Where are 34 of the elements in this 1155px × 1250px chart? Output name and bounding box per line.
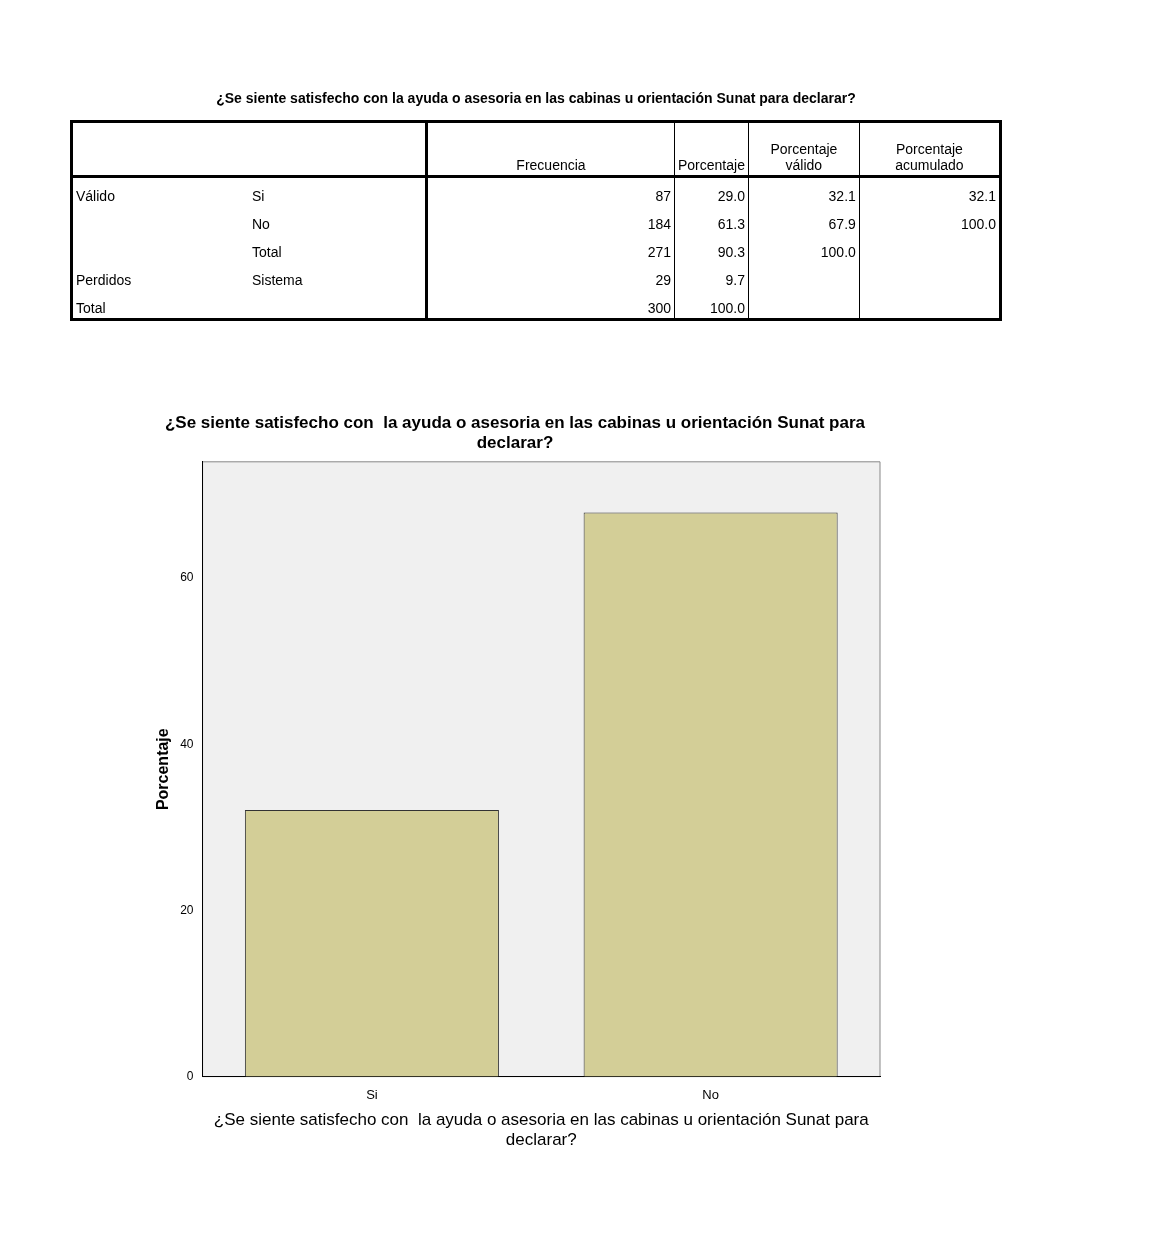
text: Frecuencia [426, 121, 675, 177]
text: Sistema [251, 271, 304, 290]
text: No [251, 215, 271, 234]
text: 100.0 [674, 290, 749, 320]
text: Perdidos [75, 271, 133, 290]
text: 100.0 [859, 206, 1001, 234]
text: 32.1 [859, 176, 1001, 206]
text: 90.3 [674, 234, 749, 262]
text: 67.9 [748, 206, 860, 234]
text: Porcentaje acumulado [859, 121, 1001, 177]
x-axis-title: ¿Se siente satisfecho con la ayuda o asesoria en las cabinas u orientación Sunat para declarar? [213, 1110, 870, 1150]
chart-title: ¿Se siente satisfecho con la ayuda o asesoria en las cabinas u orientación Sunat para declarar? [164, 412, 866, 453]
text: 32.1 [748, 176, 860, 206]
text: 100.0 [748, 234, 860, 262]
y-tick-label: 0 [186, 1068, 194, 1083]
y-axis-title: Porcentaje [154, 728, 172, 811]
text: 9.7 [674, 262, 749, 290]
y-tick-label: 60 [180, 570, 194, 585]
text: Total [251, 243, 283, 262]
text: 29 [426, 262, 675, 290]
text: Porcentaje [674, 121, 749, 177]
text: 300 [426, 290, 675, 320]
text: Porcentaje válido [748, 121, 860, 177]
text: Si [251, 187, 266, 206]
y-tick-label: 40 [180, 736, 194, 751]
text: 61.3 [674, 206, 749, 234]
text: 87 [426, 176, 675, 206]
text: Válido [75, 187, 116, 206]
text: 184 [426, 206, 675, 234]
y-tick-label: 20 [180, 902, 194, 917]
text: ¿Se siente satisfecho con la ayuda o asesoria en las cabinas u orientación Sunat para declarar? [215, 90, 857, 106]
text: 29.0 [674, 176, 749, 206]
text: 271 [426, 234, 675, 262]
text: Total [75, 299, 107, 318]
